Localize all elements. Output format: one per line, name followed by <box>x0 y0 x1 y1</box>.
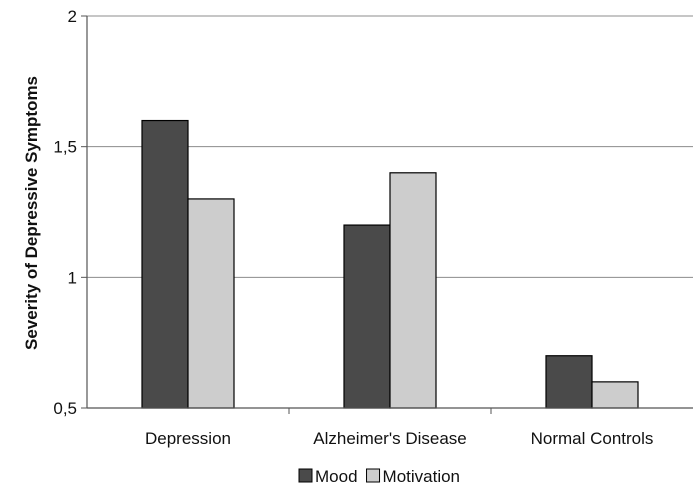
x-category-label: Normal Controls <box>531 429 654 448</box>
bar-mood-0 <box>141 119 189 409</box>
bar-motivation-0 <box>187 198 235 409</box>
x-category-label: Alzheimer's Disease <box>313 429 466 448</box>
legend: Mood Motivation <box>298 467 460 486</box>
legend-label-mood: Mood <box>315 467 358 486</box>
y-tick-labels: 0,5 1 1,5 2 <box>53 7 77 418</box>
legend-swatch-mood <box>298 468 313 483</box>
axes <box>86 16 693 414</box>
y-axis-label: Severity of Depressive Symptoms <box>22 76 41 350</box>
x-category-label: Depression <box>145 429 231 448</box>
y-tick-label: 0,5 <box>53 399 77 418</box>
bar-mood-2 <box>545 355 593 409</box>
y-tick-label: 1 <box>68 268 77 287</box>
bar-motivation-2 <box>591 381 639 409</box>
x-category-labels: Depression Alzheimer's Disease Normal Cont… <box>145 429 653 448</box>
y-tick-label: 1,5 <box>53 138 77 157</box>
bar-motivation-1 <box>389 172 437 409</box>
legend-label-motivation: Motivation <box>383 467 460 486</box>
y-tick-label: 2 <box>68 7 77 26</box>
bars <box>141 119 639 409</box>
legend-swatch-motivation <box>366 468 381 483</box>
bar-mood-1 <box>343 224 391 409</box>
